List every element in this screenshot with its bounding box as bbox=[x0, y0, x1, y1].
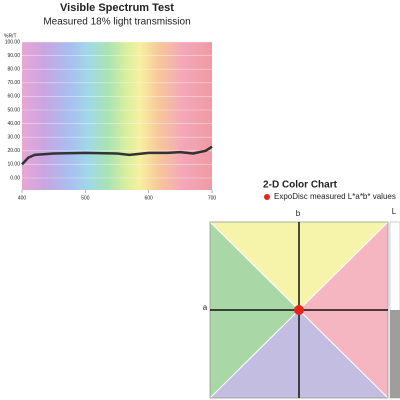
l-axis-label: L bbox=[392, 207, 397, 216]
spectrum-background bbox=[22, 42, 212, 190]
x-tick-label: 600 bbox=[144, 195, 153, 201]
y-tick-label: 80.00 bbox=[7, 67, 20, 73]
x-tick-label: 700 bbox=[208, 195, 217, 201]
legend-label: ExpoDisc measured L*a*b* values bbox=[274, 192, 396, 201]
y-tick-label: 90.00 bbox=[7, 53, 20, 59]
title: 2-D Color Chart bbox=[263, 180, 338, 191]
y-axis-label: b bbox=[296, 209, 301, 218]
x-tick-label: 400 bbox=[18, 195, 27, 201]
point bbox=[294, 305, 304, 315]
y-tick-label: 0.00 bbox=[10, 175, 20, 181]
y-tick-label: 100.00 bbox=[5, 39, 21, 45]
legend-marker bbox=[264, 194, 270, 200]
y-tick-label: 10.00 bbox=[7, 162, 20, 168]
y-tick-label: 20.00 bbox=[7, 148, 20, 154]
l-bar bbox=[390, 310, 400, 398]
y-tick-label: 60.00 bbox=[7, 94, 20, 100]
y-tick-label: 50.00 bbox=[7, 107, 20, 113]
y-tick-label: 40.00 bbox=[7, 121, 20, 127]
title: Visible Spectrum Test bbox=[60, 2, 174, 14]
subtitle: Measured 18% light transmission bbox=[43, 17, 190, 28]
y-tick-label: 70.00 bbox=[7, 80, 20, 86]
y-tick-label: 30.00 bbox=[7, 135, 20, 141]
x-tick-label: 500 bbox=[81, 195, 90, 201]
y-axis-label: %R/T bbox=[4, 33, 17, 39]
x-axis-label: a bbox=[203, 303, 208, 312]
line bbox=[21, 145, 213, 166]
